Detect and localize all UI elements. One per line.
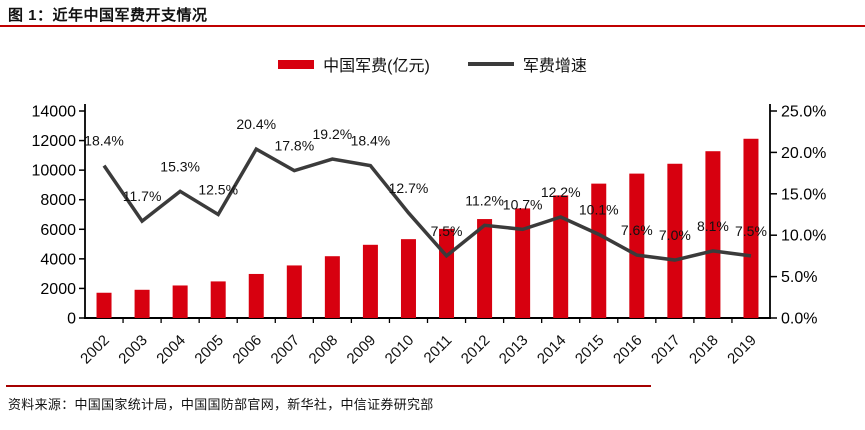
growth-data-label: 10.1% (579, 201, 619, 217)
x-axis-label-2015: 2015 (572, 332, 608, 368)
growth-data-label: 17.8% (274, 138, 314, 154)
left-axis-tick-label: 4000 (40, 251, 76, 268)
bar-2015 (591, 183, 607, 318)
right-axis-tick-label: 5.0% (781, 269, 817, 286)
bar-2002 (96, 292, 112, 318)
right-axis-tick-label: 0.0% (781, 311, 817, 328)
x-axis-label-2018: 2018 (686, 332, 722, 368)
x-axis-label-2014: 2014 (534, 332, 570, 368)
growth-data-label: 12.2% (541, 184, 581, 200)
growth-data-label: 7.5% (431, 223, 463, 239)
left-axis-tick-label: 14000 (32, 104, 77, 121)
growth-data-label: 10.7% (503, 196, 543, 212)
bar-2005 (210, 281, 226, 318)
bar-2016 (629, 173, 645, 318)
growth-data-label: 11.2% (465, 192, 504, 208)
bar-2017 (667, 163, 683, 318)
x-axis-label-2017: 2017 (648, 332, 684, 368)
bar-2009 (362, 244, 378, 318)
bar-2018 (705, 151, 721, 318)
x-axis-label-2008: 2008 (306, 332, 342, 368)
bar-series-legend-label: 中国军费(亿元) (323, 58, 430, 75)
right-axis-tick-label: 20.0% (781, 145, 826, 162)
growth-data-label: 12.7% (389, 180, 429, 196)
x-axis-label-2011: 2011 (421, 332, 456, 367)
bar-2008 (324, 256, 340, 318)
x-axis-label-2016: 2016 (610, 332, 646, 368)
footer-rule (6, 385, 651, 387)
growth-data-label: 7.0% (659, 227, 691, 243)
bar-2003 (134, 289, 150, 318)
left-axis-tick-label: 12000 (32, 133, 77, 150)
left-axis-tick-label: 0 (67, 311, 76, 328)
chart-legend: 中国军费(亿元) 军费增速 (0, 54, 865, 75)
x-axis-label-2010: 2010 (382, 332, 418, 368)
right-axis-tick-label: 15.0% (781, 186, 826, 203)
left-axis-tick-label: 6000 (40, 222, 76, 239)
x-axis-label-2012: 2012 (458, 332, 494, 368)
growth-data-label: 12.5% (198, 182, 238, 198)
left-axis-tick-label: 8000 (40, 192, 76, 209)
x-axis-label-2004: 2004 (153, 332, 189, 368)
x-axis-label-2007: 2007 (268, 332, 304, 368)
growth-rate-line (102, 146, 752, 262)
x-axis-label-2006: 2006 (229, 332, 265, 368)
bar-2013 (515, 208, 531, 318)
military-budget-chart: 0 2000 4000 6000 8000 10000 12000 14000 0.0% 5.0%… (32, 104, 827, 368)
growth-data-label: 18.4% (84, 133, 124, 149)
growth-data-label: 19.2% (313, 126, 353, 142)
growth-data-label: 7.6% (621, 222, 653, 238)
growth-data-label: 7.5% (735, 223, 767, 239)
growth-data-label: 8.1% (697, 218, 729, 234)
growth-data-label: 15.3% (160, 158, 200, 174)
x-axis-label-2019: 2019 (724, 332, 760, 368)
bar-2019 (743, 138, 759, 318)
growth-data-label: 20.4% (236, 116, 276, 132)
x-axis-label-2013: 2013 (496, 332, 532, 368)
bar-2014 (553, 195, 569, 318)
x-axis-label-2003: 2003 (115, 332, 151, 368)
bar-2012 (477, 219, 493, 318)
bar-2010 (400, 239, 416, 318)
figure-title: 图 1：近年中国军费开支情况 (8, 7, 208, 24)
bar-2004 (172, 285, 188, 318)
bar-2007 (286, 265, 302, 318)
x-axis-label-2009: 2009 (344, 332, 380, 368)
title-underline (0, 25, 865, 27)
x-axis-label-2005: 2005 (191, 332, 227, 368)
growth-data-label: 18.4% (351, 133, 391, 149)
right-axis-tick-label: 25.0% (781, 104, 826, 121)
bar-2006 (248, 273, 264, 318)
bar-series-swatch-icon (278, 59, 315, 69)
source-note: 资料来源：中国国家统计局，中国国防部官网，新华社，中信证券研究部 (8, 397, 434, 412)
left-axis-tick-label: 10000 (32, 163, 77, 180)
left-axis-tick-label: 2000 (40, 281, 76, 298)
growth-data-label: 11.7% (123, 188, 162, 204)
line-series-swatch-icon (467, 62, 514, 66)
bar-2011 (439, 228, 455, 318)
line-series-legend-label: 军费增速 (522, 58, 587, 75)
right-axis-tick-label: 10.0% (781, 228, 826, 245)
x-axis-label-2002: 2002 (77, 332, 113, 368)
